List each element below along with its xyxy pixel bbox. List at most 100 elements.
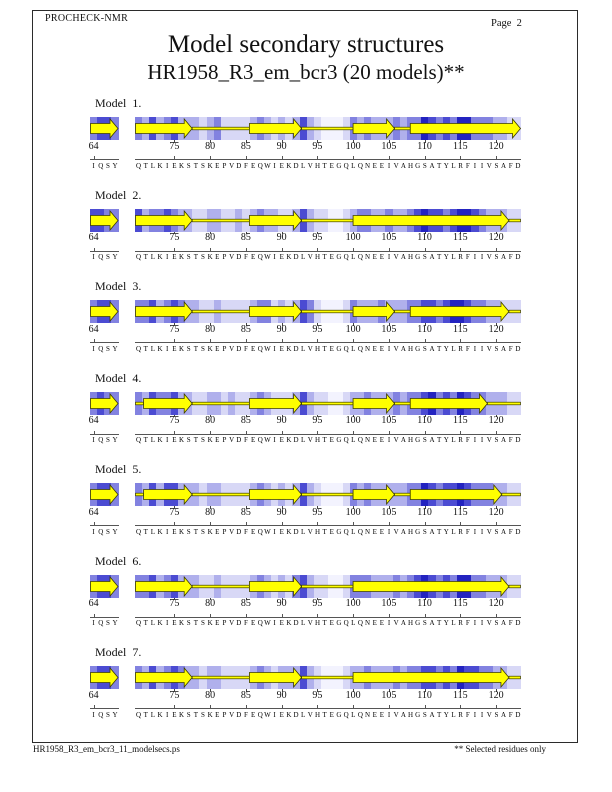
axis-tick [460,597,462,600]
sequence-letter: T [143,436,148,444]
axis-tick [496,597,498,600]
sequence-letter: R [458,253,463,261]
sequence-tick [93,430,95,434]
axis-tick-label: 80 [205,598,216,609]
axis-tick [245,597,247,600]
sequence-letter: I [387,527,391,536]
sequence-letter: T [322,344,327,353]
sequence-letter: E [279,527,284,536]
sequence-letter: Q [343,619,349,627]
sequence-letter: D [515,527,521,536]
sequence-letter: F [243,710,248,719]
sequence-letter: Q [343,527,349,536]
axis-tick-label: 80 [205,140,216,152]
sequence-tick [424,156,426,159]
sequence-letter: E [172,710,177,719]
axis-tick [174,140,176,143]
sequence-letter: Q [257,436,263,444]
sequence-letter: K [157,436,163,444]
sequence-tick [210,522,212,525]
sequence-tick [460,613,462,617]
axis-tick-label: 105 [381,415,397,426]
sequence-letter: K [286,619,292,627]
axis-tick [424,231,426,234]
sequence-letter: T [193,161,198,170]
axis-tick-label: 115 [452,232,468,243]
sequence-letter: E [250,619,256,627]
axis-tick [460,506,462,509]
model-label: Model 3. [95,279,142,293]
axis-tick-label: 90 [276,232,287,243]
axis-tick-label: 110 [417,506,432,518]
sequence-letter: P [222,527,227,536]
axis-tick [210,323,212,326]
sequence-letter: V [229,619,235,627]
sequence-letter: K [286,253,292,261]
sequence-letter: S [186,527,191,536]
sequence-tick [460,247,462,251]
sequence-tick [424,522,426,525]
sequence-letter: E [215,527,220,536]
axis-tick [210,414,212,417]
sequence-letter: Q [136,253,142,261]
axis-tick-label: 100 [345,232,361,243]
sequence-letter: W [264,344,271,353]
sequence-letter: T [193,253,198,261]
axis-tick-label: 64 [88,506,99,518]
sequence-letter: D [293,619,299,627]
structure-strip-block [90,391,119,415]
sequence-letter: T [437,527,442,536]
sequence-letter: E [329,619,334,627]
axis-tick [281,506,283,509]
axis-tick-label: 95 [312,506,323,518]
axis-tick-label: 120 [488,506,504,518]
axis-tick-label: 75 [169,323,180,335]
sequence-letter: Q [257,161,263,170]
sequence-tick [245,522,247,525]
sequence-tick [174,339,176,342]
sequence-letter: L [351,161,356,170]
sequence-letter: P [222,710,227,719]
sequence-letter: N [365,710,371,719]
sequence-letter: S [186,344,191,353]
sequence-letter: I [166,710,169,719]
sequence-letter: Q [357,161,363,170]
sequence-letter: G [336,710,342,719]
sequence-letter: H [407,710,414,719]
sequence-letter: E [372,710,377,719]
sequence-letter: Q [343,436,349,444]
axis-tick-label: 105 [381,506,397,518]
sequence-letter: E [372,253,377,261]
sequence-letter: S [201,344,205,353]
sequence-letter: Q [357,710,363,719]
sequence-letter: K [157,619,163,627]
sequence-letter: A [400,344,406,353]
sequence-letter: L [301,527,306,536]
axis-tick [388,597,390,600]
sequence-letter: G [336,344,342,353]
sequence-letter: G [415,253,421,261]
axis-tick [245,140,247,143]
structure-strip-block [90,117,119,140]
sequence-letter: S [105,619,110,627]
sequence-letter: V [393,710,399,719]
sequence-letter: L [351,344,356,353]
sequence-letter: G [336,161,342,170]
sequence-tick [317,156,319,159]
sequence-letter: I [92,619,95,627]
sequence-tick [93,247,95,251]
sequence-letter: N [365,436,371,444]
sequence-tick [245,613,247,617]
sequence-letter: Y [443,161,449,170]
axis-tick-label: 100 [345,415,361,426]
axis-tick [460,231,462,234]
sequence-letter: Y [112,619,118,627]
sequence-letter: I [387,619,391,627]
axis-tick-label: 64 [88,140,99,152]
axis-tick-label: 110 [417,232,432,243]
sequence-letter: G [415,344,421,353]
structure-strip-block [90,574,119,598]
structure-strip-block [90,483,119,506]
sequence-letter: S [494,253,499,261]
